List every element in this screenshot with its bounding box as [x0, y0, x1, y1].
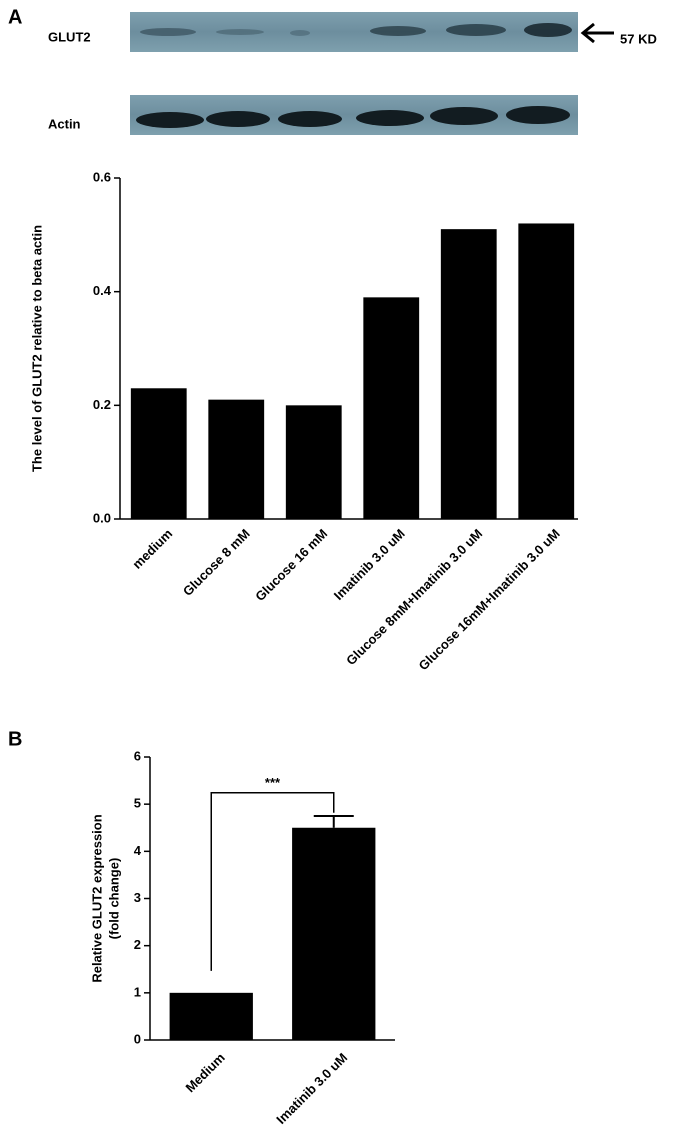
x-tick-label: Glucose 16 mM — [252, 526, 330, 604]
blot-label: Actin — [48, 116, 81, 131]
blot-band — [206, 111, 270, 127]
blot-strip — [130, 12, 578, 52]
y-axis-label: Relative GLUT2 expression — [89, 814, 104, 982]
marker-label: 57 KD — [620, 31, 657, 46]
x-tick-label: Glucose 16mM+Imatinib 3.0 uM — [416, 526, 563, 673]
blot-band — [446, 24, 506, 36]
panel-label: A — [8, 6, 22, 28]
blot-band — [506, 106, 570, 124]
y-axis-label: The level of GLUT2 relative to beta acti… — [29, 225, 44, 472]
blot-band — [278, 111, 342, 127]
y-tick-label: 5 — [134, 796, 141, 811]
blot-band — [430, 107, 498, 125]
x-tick-label: Glucose 8 mM — [180, 526, 253, 599]
y-tick-label: 6 — [134, 748, 141, 763]
bar — [518, 223, 575, 519]
x-tick-label: medium — [129, 526, 175, 572]
blot-band — [370, 26, 426, 36]
panel-label: B — [8, 728, 22, 750]
y-tick-label: 0.4 — [93, 283, 112, 298]
bar — [208, 399, 265, 519]
y-tick-label: 0.2 — [93, 397, 111, 412]
blot-strip — [130, 95, 578, 135]
x-tick-label: Glucose 8mM+Imatinib 3.0 uM — [343, 526, 485, 668]
y-axis-label: (fold change) — [106, 858, 121, 940]
blot-band — [140, 28, 196, 36]
x-tick-label: Imatinib 3.0 uM — [273, 1050, 350, 1127]
blot-glut2 — [130, 12, 578, 52]
blot-band — [136, 112, 204, 128]
y-tick-label: 0.0 — [93, 510, 111, 525]
significance-bracket — [210, 792, 335, 971]
bar — [130, 388, 187, 519]
x-tick-label: Imatinib 3.0 uM — [331, 526, 408, 603]
blot-band — [524, 23, 572, 37]
blot-actin — [130, 95, 578, 135]
y-tick-label: 3 — [134, 890, 141, 905]
marker-arrow — [580, 22, 614, 44]
bar — [440, 229, 497, 519]
blot-band — [356, 110, 424, 126]
x-tick-label: Medium — [182, 1050, 227, 1095]
blot-band — [290, 30, 310, 36]
bar — [285, 405, 342, 519]
y-tick-label: 0.6 — [93, 169, 111, 184]
bar — [169, 992, 253, 1040]
bar — [363, 297, 420, 519]
y-tick-label: 2 — [134, 937, 141, 952]
bar — [292, 827, 376, 1040]
blot-label: GLUT2 — [48, 29, 91, 44]
y-tick-label: 4 — [134, 843, 142, 858]
y-tick-label: 1 — [134, 984, 141, 999]
blot-band — [216, 29, 264, 35]
y-tick-label: 0 — [134, 1031, 141, 1046]
significance-label: *** — [265, 775, 281, 790]
